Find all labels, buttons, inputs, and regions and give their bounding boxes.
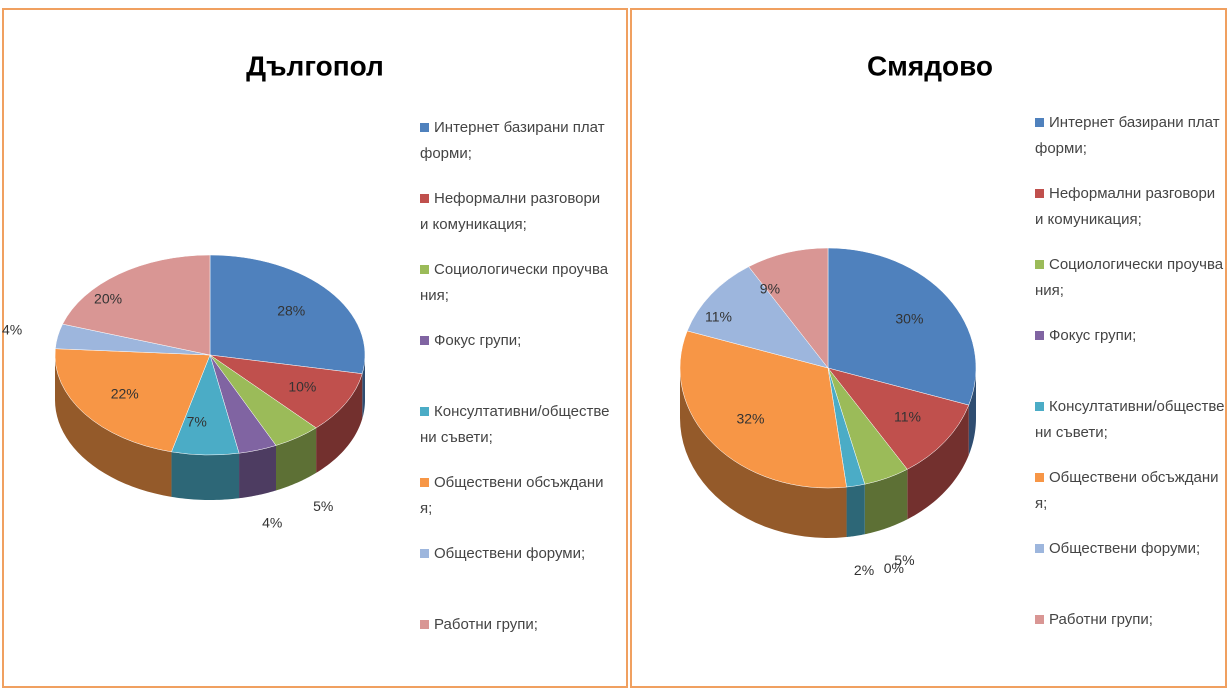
legend-label: Обществени форуми;	[1049, 540, 1201, 557]
legend-swatch	[420, 620, 429, 629]
data-label: 5%	[894, 552, 914, 568]
legend-item: Интернет базирани платформи;	[1035, 110, 1225, 181]
data-label: 11%	[894, 409, 921, 425]
slice-side	[864, 469, 908, 535]
legend-item: Обществени форуми;	[420, 541, 610, 612]
legend-label: Социологически проучвания;	[420, 261, 609, 304]
legend-swatch	[1035, 331, 1044, 340]
slice	[209, 254, 366, 375]
slice-side	[316, 373, 363, 473]
chart-title: Дългопол	[246, 50, 384, 81]
legend-swatch	[1035, 544, 1044, 553]
legend-item: Интернет базирани платформи;	[420, 115, 610, 186]
slice	[827, 367, 970, 470]
legend-item: Социологически проучвания;	[420, 257, 610, 328]
legend-swatch	[1035, 260, 1044, 269]
slice-side	[239, 445, 276, 499]
slice-side	[275, 427, 317, 491]
legend-swatch	[420, 407, 429, 416]
slice-side	[171, 451, 240, 500]
data-label: 0%	[884, 560, 904, 576]
legend-swatch	[420, 123, 429, 132]
legend-swatch	[420, 336, 429, 345]
data-label: 32%	[736, 411, 764, 427]
data-label: 9%	[760, 280, 780, 296]
legend-item: Работни групи;	[420, 612, 610, 683]
legend-swatch	[1035, 118, 1044, 127]
legend-label: Фокус групи;	[434, 332, 522, 349]
legend-swatch	[1035, 615, 1044, 624]
data-label: 4%	[2, 321, 22, 337]
legend-item: Обществени форуми;	[1035, 536, 1225, 607]
legend-item: Фокус групи;	[1035, 323, 1225, 394]
legend-label: Социологически проучвания;	[1035, 256, 1224, 299]
legend-item: Консултативни/обществени съвети;	[420, 399, 610, 470]
legend: Интернет базирани платформи; Неформални р…	[420, 115, 610, 683]
legend-label: Консултативни/обществени съвети;	[1035, 398, 1225, 441]
legend-label: Фокус групи;	[1049, 327, 1137, 344]
data-label: 22%	[111, 386, 139, 402]
data-label: 5%	[313, 498, 333, 514]
slice-side	[907, 405, 969, 520]
legend-label: Обществени форуми;	[434, 545, 586, 562]
panel	[630, 8, 1227, 688]
legend-label: Обществени обсъждания;	[420, 474, 604, 517]
panel	[2, 8, 628, 688]
legend-swatch	[1035, 402, 1044, 411]
data-label: 30%	[895, 311, 923, 327]
legend-item: Обществени обсъждания;	[1035, 465, 1225, 536]
slice	[686, 266, 829, 369]
legend-label: Обществени обсъждания;	[1035, 469, 1219, 512]
legend-item: Работни групи;	[1035, 607, 1225, 678]
slice-side	[55, 355, 172, 497]
legend-label: Работни групи;	[1049, 611, 1153, 628]
legend-swatch	[420, 549, 429, 558]
slice	[679, 330, 847, 489]
slice	[209, 354, 363, 429]
legend-label: Работни групи;	[434, 616, 538, 633]
slice	[54, 348, 211, 453]
legend-label: Консултативни/обществени съвети;	[420, 403, 610, 446]
legend: Интернет базирани платформи; Неформални р…	[1035, 110, 1225, 678]
legend-item: Фокус групи;	[420, 328, 610, 399]
slice	[827, 247, 977, 406]
legend-item: Обществени обсъждания;	[420, 470, 610, 541]
legend-item: Консултативни/обществени съвети;	[1035, 394, 1225, 465]
legend-swatch	[420, 265, 429, 274]
legend-item: Социологически проучвания;	[1035, 252, 1225, 323]
legend-swatch	[1035, 473, 1044, 482]
legend-swatch	[420, 478, 429, 487]
data-label: 20%	[94, 291, 122, 307]
legend-label: Неформални разговори и комуникация;	[420, 190, 601, 233]
data-label: 10%	[288, 378, 316, 394]
slice	[748, 247, 829, 369]
slice-side	[968, 368, 976, 456]
legend-item: Неформални разговори и комуникация;	[420, 186, 610, 257]
slice-side	[680, 368, 847, 538]
slice-side	[362, 355, 365, 419]
slice-side	[846, 484, 865, 538]
legend-swatch	[1035, 189, 1044, 198]
legend-label: Неформални разговори и комуникация;	[1035, 185, 1216, 228]
data-label: 4%	[262, 514, 282, 530]
data-label: 28%	[277, 302, 305, 318]
legend-item: Неформални разговори и комуникация;	[1035, 181, 1225, 252]
data-label: 11%	[705, 309, 732, 325]
slice	[62, 254, 211, 356]
legend-label: Интернет базирани платформи;	[1035, 114, 1220, 157]
legend-swatch	[420, 194, 429, 203]
legend-label: Интернет базирани платформи;	[420, 119, 605, 162]
data-label: 7%	[187, 414, 207, 430]
chart-title: Смядово	[867, 50, 993, 81]
data-label: 2%	[854, 562, 874, 578]
